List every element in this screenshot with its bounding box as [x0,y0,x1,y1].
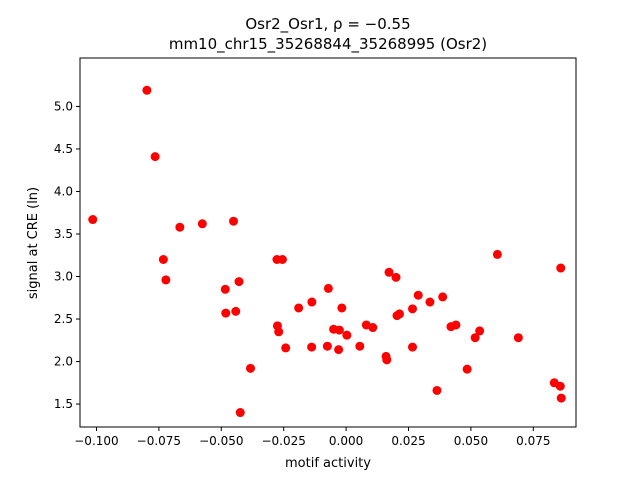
data-point-11 [234,277,244,287]
data-point-22 [322,341,332,351]
plot-frame [79,57,577,428]
x-axis-ticks: −0.100 −0.075 −0.050 −0.025 0.000 0.025 0.050 0… [74,427,550,448]
y-axis-ticks: 1.5 2.0 2.5 3.0 3.5 4.0 4.5 5.0 [54,99,80,411]
data-point-49 [492,249,502,259]
data-point-13 [245,363,255,373]
data-point-40 [413,290,423,300]
data-point-25 [334,325,344,335]
data-point-37 [395,309,405,319]
data-point-8 [221,308,231,318]
data-point-2 [150,152,160,162]
data-point-29 [355,341,365,351]
data-point-52 [555,381,565,391]
y-tick-label: 2.0 [54,355,73,369]
y-axis-label: signal at CRE (ln) [26,187,41,299]
data-point-39 [408,342,417,352]
data-point-26 [334,345,344,355]
data-point-35 [391,272,401,282]
chart-title-line1: Osr2_Osr1, ρ = −0.55 [245,15,410,34]
data-point-21 [307,342,317,352]
data-point-45 [451,320,461,330]
data-point-6 [197,219,207,229]
data-point-34 [384,267,394,277]
data-point-41 [425,297,435,307]
data-point-43 [438,292,448,302]
data-point-7 [220,284,230,294]
data-point-50 [513,333,523,343]
data-point-9 [229,216,239,226]
x-axis-label: motif activity [285,456,371,471]
data-point-27 [337,303,347,313]
data-point-17 [277,255,287,264]
data-point-46 [462,364,472,374]
data-point-4 [161,275,171,285]
data-point-47 [470,333,480,343]
data-point-12 [235,408,245,418]
y-tick-label: 1.5 [54,397,73,411]
data-point-5 [175,222,185,232]
data-point-42 [432,385,442,395]
data-point-3 [158,255,168,264]
data-point-53 [556,263,566,273]
x-tick-label: 0.050 [454,434,488,448]
data-point-18 [281,343,291,353]
x-tick-label: −0.025 [261,434,305,448]
data-point-23 [323,283,333,293]
data-point-20 [307,297,317,307]
data-point-54 [556,393,566,403]
chart-title-line2: mm10_chr15_35268844_35268995 (Osr2) [169,35,487,54]
y-tick-label: 2.5 [54,312,73,326]
x-tick-label: −0.075 [137,434,181,448]
y-tick-label: 4.5 [54,142,73,156]
x-tick-label: 0.075 [516,434,550,448]
x-tick-label: 0.025 [391,434,425,448]
x-tick-label: −0.050 [199,434,243,448]
data-point-28 [342,330,352,340]
data-point-31 [368,323,378,333]
data-point-38 [408,304,417,314]
data-point-16 [274,327,284,337]
data-point-33 [382,355,392,365]
y-tick-label: 3.5 [54,227,73,241]
data-point-0 [88,215,98,225]
y-tick-label: 3.0 [54,270,73,284]
y-tick-label: 5.0 [54,99,73,113]
data-points [88,85,566,418]
data-point-48 [475,326,485,336]
data-point-1 [142,85,152,95]
data-point-19 [294,303,304,313]
x-tick-label: −0.100 [74,434,118,448]
data-point-10 [231,306,241,316]
y-tick-label: 4.0 [54,184,73,198]
x-tick-label: 0.000 [329,434,363,448]
